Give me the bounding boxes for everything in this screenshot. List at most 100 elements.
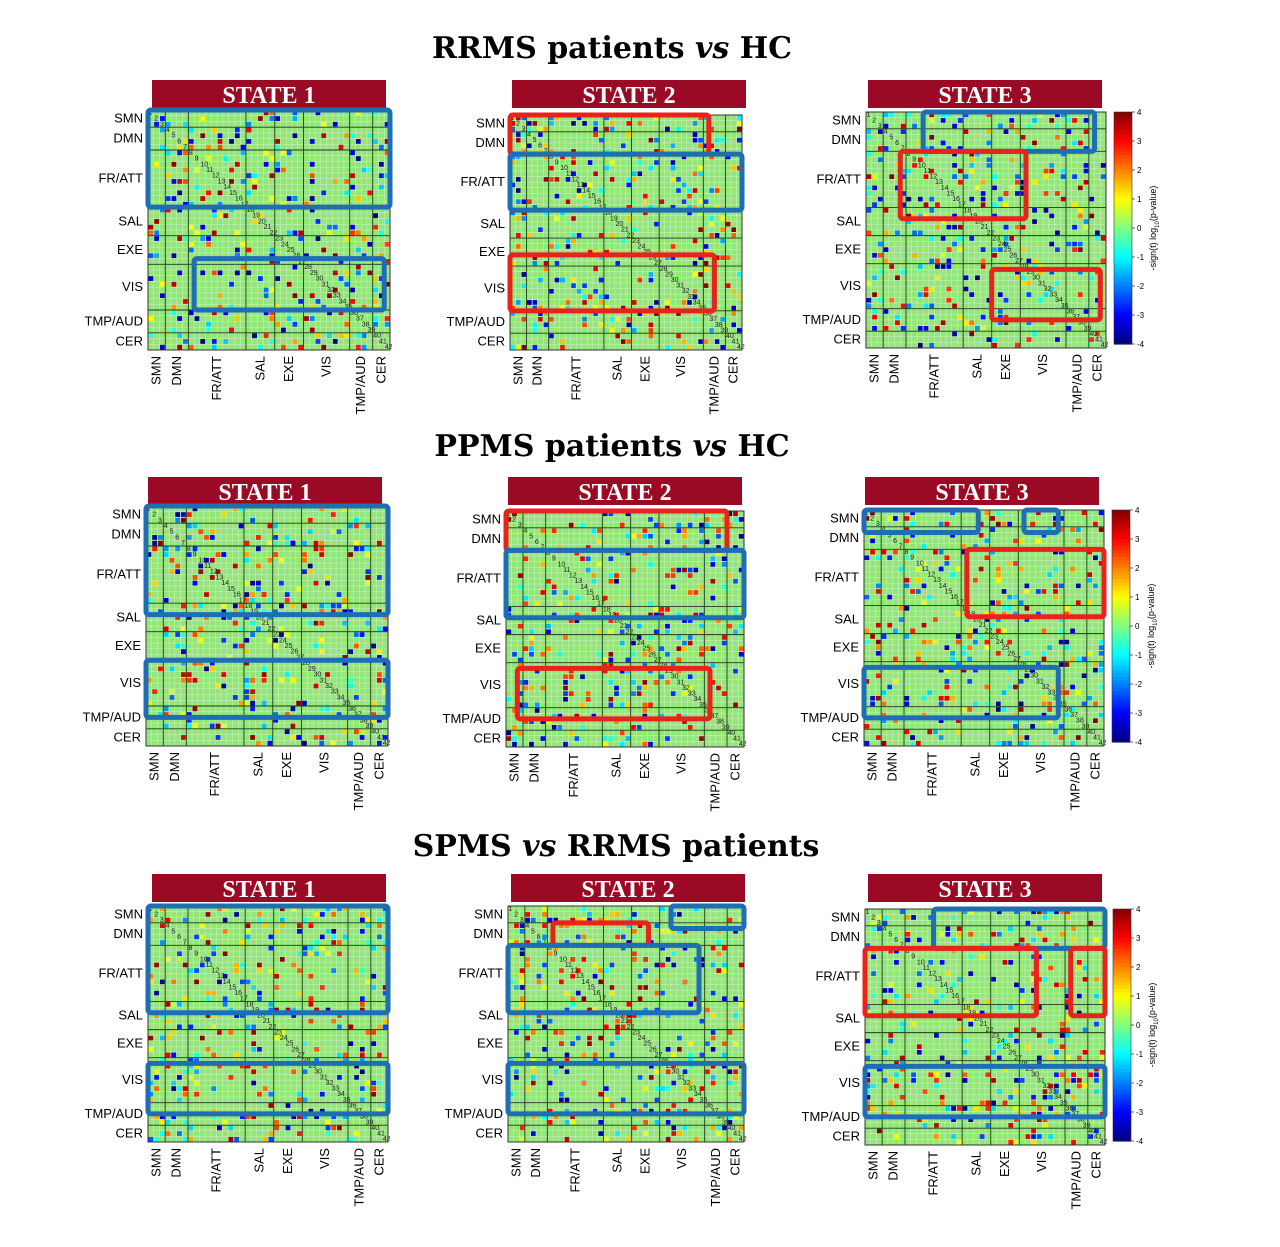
matrix-cell [955, 718, 961, 724]
matrix-cell [175, 563, 181, 569]
matrix-cell [592, 973, 598, 979]
matrix-cell [727, 917, 733, 923]
matrix-cell [1032, 208, 1037, 213]
x-network-label: DMN [167, 752, 182, 782]
matrix-cell [571, 277, 576, 283]
matrix-cell [693, 590, 699, 595]
matrix-cell [382, 912, 388, 917]
matrix-cell [211, 344, 217, 350]
colorbar-step [1112, 665, 1130, 671]
matrix-cell [169, 569, 175, 575]
matrix-cell [250, 597, 255, 603]
matrix-cell [957, 247, 963, 252]
matrix-cell [361, 333, 367, 339]
matrix-cell [653, 629, 659, 635]
matrix-cell [1009, 185, 1015, 191]
matrix-cell [682, 646, 687, 651]
matrix-cell [733, 578, 738, 584]
matrix-cell [146, 700, 152, 706]
matrix-cell [359, 1069, 365, 1075]
matrix-cell [262, 1136, 268, 1142]
matrix-cell [521, 272, 527, 277]
matrix-cell [996, 1055, 1002, 1061]
matrix-cell [359, 968, 365, 973]
matrix-cell [1100, 174, 1106, 179]
matrix-cell [327, 224, 332, 230]
matrix-cell [955, 611, 961, 617]
matrix-cell [654, 962, 660, 968]
matrix-cell [359, 917, 365, 923]
matrix-cell [934, 1134, 939, 1139]
node-number: 16 [951, 993, 959, 1000]
matrix-cell [626, 1013, 632, 1018]
matrix-cell [1058, 684, 1064, 690]
matrix-cell [297, 990, 302, 996]
matrix-cell [973, 667, 978, 673]
matrix-cell [676, 635, 682, 640]
matrix-cell [974, 1106, 979, 1111]
node-number: 39 [367, 327, 375, 334]
node-number: 30 [671, 1069, 679, 1076]
colorbar-tick-label: 2 [1136, 963, 1141, 972]
matrix-cell [906, 303, 912, 309]
matrix-cell [625, 657, 631, 663]
matrix-cell [263, 161, 269, 167]
node-number: 33 [688, 1086, 696, 1093]
matrix-cell [382, 940, 388, 945]
matrix-cell [581, 906, 587, 912]
y-network-label: SMN [832, 112, 861, 127]
blue-highlight-box [861, 507, 981, 535]
matrix-cell [698, 227, 703, 232]
matrix-cell [148, 917, 154, 923]
matrix-cell [245, 1114, 251, 1120]
matrix-cell [319, 552, 325, 557]
matrix-cell [234, 247, 240, 253]
matrix-cell [313, 683, 319, 689]
matrix-cell [1031, 909, 1036, 915]
matrix-cell [188, 241, 194, 247]
node-number: 8 [189, 945, 193, 952]
x-network-label: CER [1089, 354, 1104, 381]
matrix-cell [1098, 684, 1104, 690]
node-number: 42 [737, 344, 745, 351]
matrix-cell [602, 736, 608, 741]
matrix-cell [384, 173, 390, 179]
matrix-cell [1047, 527, 1053, 532]
matrix-cell [870, 634, 875, 639]
matrix-cell [525, 1024, 530, 1030]
matrix-cell [698, 199, 703, 205]
state-label: STATE 1 [222, 83, 315, 109]
matrix-cell [359, 928, 365, 934]
node-number: 26 [648, 651, 656, 658]
matrix-cell [378, 230, 384, 236]
matrix-cell [864, 679, 870, 684]
matrix-cell [714, 137, 720, 143]
matrix-cell [273, 523, 279, 529]
colorbar-step [1113, 1064, 1131, 1070]
panel-row3-state3: STATE 3123456789101112131415161718192021… [802, 874, 1160, 1210]
matrix-cell [281, 167, 286, 173]
matrix-cell [171, 1002, 177, 1007]
matrix-cell [676, 567, 682, 573]
matrix-cell [716, 545, 721, 550]
matrix-cell [893, 679, 898, 684]
matrix-cell [698, 165, 703, 171]
matrix-cell [194, 1069, 199, 1075]
node-number: 34 [1055, 297, 1063, 304]
matrix-cell [922, 1123, 928, 1128]
node-number: 1 [866, 909, 870, 916]
matrix-cell [1032, 258, 1037, 264]
matrix-cell [160, 116, 165, 121]
matrix-cell [682, 1108, 688, 1114]
matrix-cell [582, 294, 587, 300]
matrix-cell [969, 331, 975, 337]
matrix-cell [1043, 174, 1049, 179]
matrix-cell [654, 160, 659, 165]
colorbar-step [1113, 959, 1131, 964]
matrix-cell [699, 1018, 705, 1024]
matrix-cell [314, 1114, 319, 1120]
matrix-cell [205, 912, 211, 917]
matrix-cell [192, 580, 198, 586]
matrix-cell [344, 236, 350, 241]
matrix-cell [542, 906, 547, 912]
